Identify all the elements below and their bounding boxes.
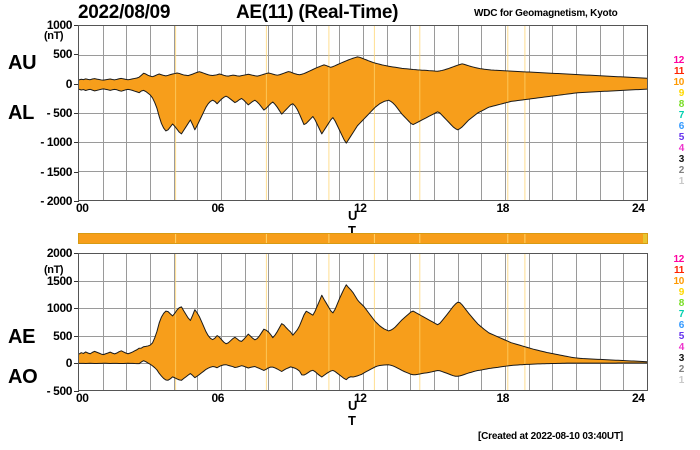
creation-timestamp: [Created at 2022-08-10 03:40UT] bbox=[478, 431, 623, 442]
y-tick-label: 1500 bbox=[46, 273, 73, 288]
al-label: AL bbox=[8, 102, 35, 124]
data-source-credit: WDC for Geomagnetism, Kyoto bbox=[474, 8, 618, 19]
y-tick-label: 1000 bbox=[46, 18, 73, 32]
legend-entry: 5 bbox=[678, 331, 685, 342]
x-tick-label: 12 bbox=[354, 391, 367, 405]
y-tick-mark bbox=[74, 336, 79, 337]
page-title: AE(11) (Real-Time) bbox=[236, 2, 399, 23]
legend-entry: 8 bbox=[678, 298, 685, 309]
y-tick-mark bbox=[74, 363, 79, 364]
x-tick-label: 24 bbox=[632, 201, 645, 215]
bottom-unit-label: (nT) bbox=[44, 264, 64, 276]
ae-ao-plot-area bbox=[78, 253, 648, 391]
ao-label: AO bbox=[8, 366, 38, 388]
top-unit-label: (nT) bbox=[44, 30, 64, 42]
bottom-x-axis-title: U T bbox=[348, 398, 358, 428]
legend-entry: 3 bbox=[678, 154, 685, 165]
legend-entry: 11 bbox=[674, 265, 684, 276]
legend-entry: 3 bbox=[678, 353, 685, 364]
x-tick-label: 24 bbox=[632, 391, 645, 405]
legend-entry: 7 bbox=[678, 309, 685, 320]
y-tick-label: - 1500 bbox=[40, 164, 72, 179]
y-tick-mark bbox=[74, 308, 79, 309]
y-tick-mark bbox=[74, 172, 79, 173]
legend-entry: 10 bbox=[673, 276, 684, 287]
legend-entry: 4 bbox=[678, 143, 685, 154]
y-tick-mark bbox=[74, 84, 79, 85]
legend-entry: 9 bbox=[678, 88, 685, 99]
x-tick-label: 18 bbox=[496, 201, 510, 215]
legend-entry: 12 bbox=[673, 55, 684, 66]
y-tick-label: 2000 bbox=[46, 246, 73, 260]
data-availability-bar bbox=[78, 233, 648, 244]
y-tick-label: 500 bbox=[53, 328, 72, 343]
plot-date: 2022/08/09 bbox=[78, 2, 171, 23]
x-tick-label: 06 bbox=[211, 201, 225, 215]
top-x-axis-title: U T bbox=[348, 208, 358, 238]
y-tick-label: - 500 bbox=[46, 106, 73, 120]
legend-entry: 12 bbox=[673, 254, 684, 265]
y-tick-label: - 500 bbox=[46, 384, 73, 398]
x-tick-label: 18 bbox=[496, 391, 510, 405]
y-tick-mark bbox=[74, 201, 79, 202]
legend-entry: 5 bbox=[678, 132, 685, 143]
y-tick-label: - 1000 bbox=[40, 135, 72, 150]
y-tick-mark bbox=[74, 142, 79, 143]
y-tick-label: 0 bbox=[65, 356, 73, 371]
x-tick-label: 00 bbox=[76, 391, 89, 405]
y-tick-label: - 2000 bbox=[40, 194, 72, 208]
legend-entry: 8 bbox=[678, 99, 685, 110]
ae-label: AE bbox=[8, 326, 36, 348]
legend-entry: 6 bbox=[678, 121, 685, 132]
x-tick-label: 12 bbox=[354, 201, 367, 215]
y-tick-mark bbox=[74, 25, 79, 26]
y-tick-mark bbox=[74, 54, 79, 55]
y-tick-label: 0 bbox=[65, 76, 73, 91]
legend-entry: 6 bbox=[678, 320, 685, 331]
legend-entry: 9 bbox=[678, 287, 685, 298]
y-tick-label: 1000 bbox=[46, 301, 73, 316]
legend-entry: 11 bbox=[674, 66, 684, 77]
y-tick-mark bbox=[74, 391, 79, 392]
legend-entry: 2 bbox=[678, 165, 685, 176]
legend-entry: 2 bbox=[678, 364, 685, 375]
legend-entry: 10 bbox=[673, 77, 684, 88]
bottom-color-legend: 12 11 10 9 8 7 6 5 4 3 2 1 bbox=[660, 254, 684, 386]
top-color-legend: 12 11 10 9 8 7 6 5 4 3 2 1 bbox=[660, 55, 684, 187]
au-al-plot-area bbox=[78, 25, 648, 201]
legend-entry: 1 bbox=[678, 176, 685, 187]
y-tick-mark bbox=[74, 113, 79, 114]
legend-entry: 1 bbox=[678, 375, 685, 386]
x-tick-label: 06 bbox=[211, 391, 225, 405]
y-tick-mark bbox=[74, 253, 79, 254]
au-label: AU bbox=[8, 52, 37, 74]
y-tick-label: 500 bbox=[53, 47, 72, 62]
legend-entry: 4 bbox=[678, 342, 685, 353]
y-tick-mark bbox=[74, 281, 79, 282]
x-tick-label: 00 bbox=[76, 201, 89, 215]
legend-entry: 7 bbox=[678, 110, 685, 121]
